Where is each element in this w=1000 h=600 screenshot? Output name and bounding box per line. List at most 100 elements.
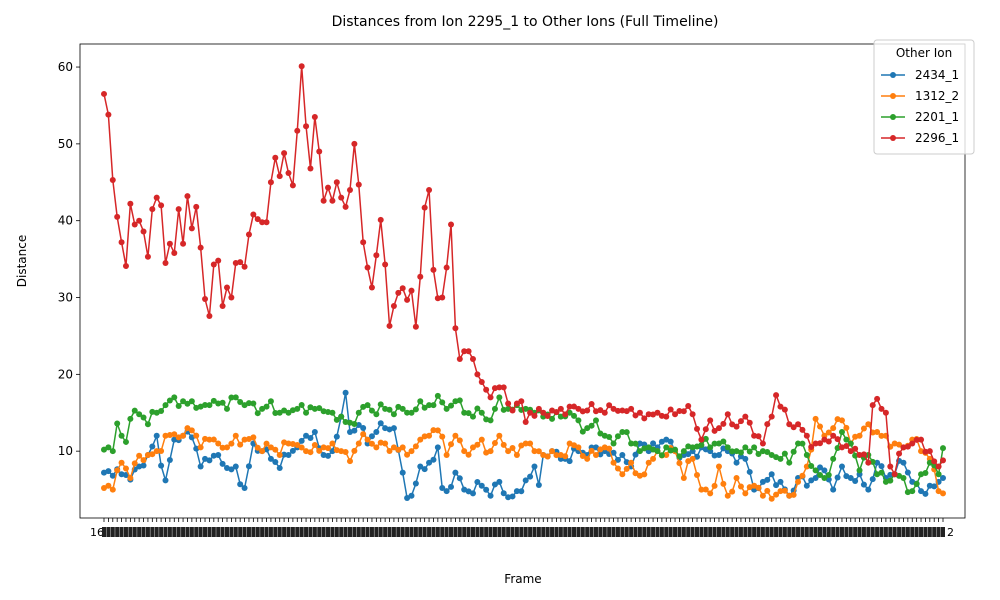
x-tick-labels: 16 2 bbox=[90, 526, 954, 539]
data-point bbox=[900, 475, 907, 482]
data-point bbox=[759, 492, 766, 499]
x-tick-label bbox=[782, 527, 787, 537]
data-point bbox=[215, 440, 222, 447]
data-point bbox=[940, 457, 946, 464]
data-point bbox=[491, 405, 498, 412]
x-tick-label bbox=[519, 527, 524, 537]
data-point bbox=[382, 440, 389, 447]
data-point bbox=[469, 490, 476, 497]
x-tick-label bbox=[189, 527, 194, 537]
x-tick-label bbox=[550, 527, 555, 537]
x-tick-label bbox=[576, 527, 581, 537]
data-point bbox=[263, 219, 270, 226]
data-point bbox=[843, 442, 850, 449]
data-point bbox=[382, 261, 389, 268]
data-point bbox=[180, 432, 187, 439]
data-point bbox=[294, 405, 301, 412]
x-tick-label bbox=[449, 527, 454, 537]
x-tick-label bbox=[800, 527, 805, 537]
legend-label: 2434_1 bbox=[915, 68, 959, 82]
x-tick-label bbox=[440, 527, 445, 537]
data-point bbox=[158, 408, 165, 415]
data-point bbox=[505, 400, 512, 407]
data-point bbox=[474, 405, 481, 412]
data-point bbox=[232, 394, 239, 401]
data-point bbox=[285, 170, 292, 177]
data-point bbox=[623, 429, 630, 436]
data-point bbox=[364, 402, 371, 409]
x-tick-label bbox=[585, 527, 590, 537]
data-point bbox=[566, 403, 573, 410]
x-tick-label bbox=[347, 527, 352, 537]
data-point bbox=[448, 441, 455, 448]
x-tick-label bbox=[690, 527, 695, 537]
data-point bbox=[865, 486, 872, 493]
series-1312_2 bbox=[101, 415, 946, 502]
data-point bbox=[522, 418, 529, 425]
data-point bbox=[122, 438, 129, 445]
data-point bbox=[940, 490, 946, 497]
data-point bbox=[456, 475, 463, 482]
data-point bbox=[303, 123, 310, 130]
x-tick-label bbox=[642, 527, 647, 537]
data-point bbox=[918, 436, 925, 443]
x-tick-label bbox=[536, 527, 541, 537]
data-point bbox=[781, 406, 788, 413]
x-tick-label bbox=[374, 527, 379, 537]
data-point bbox=[737, 449, 744, 456]
data-point bbox=[188, 225, 195, 232]
data-point bbox=[874, 428, 881, 435]
y-axis-label: Distance bbox=[15, 235, 29, 287]
data-point bbox=[531, 412, 538, 419]
data-point bbox=[342, 448, 349, 455]
data-point bbox=[737, 418, 744, 425]
legend-marker bbox=[890, 114, 896, 120]
data-point bbox=[267, 444, 274, 451]
data-point bbox=[707, 444, 714, 451]
data-point bbox=[206, 457, 213, 464]
data-point bbox=[650, 455, 657, 462]
data-point bbox=[887, 477, 894, 484]
data-point bbox=[777, 488, 784, 495]
data-point bbox=[140, 228, 147, 235]
data-point bbox=[377, 216, 384, 223]
x-tick-label bbox=[163, 527, 168, 537]
data-point bbox=[105, 468, 112, 475]
data-point bbox=[654, 448, 661, 455]
x-tick-label bbox=[769, 527, 774, 537]
x-tick-label bbox=[321, 527, 326, 537]
data-point bbox=[162, 259, 169, 266]
data-point bbox=[825, 438, 832, 445]
data-point bbox=[817, 440, 824, 447]
data-point bbox=[232, 432, 239, 439]
data-point bbox=[658, 412, 665, 419]
data-point bbox=[720, 480, 727, 487]
data-point bbox=[610, 459, 617, 466]
data-point bbox=[228, 294, 235, 301]
data-point bbox=[166, 397, 173, 404]
data-point bbox=[131, 407, 138, 414]
data-point bbox=[733, 459, 740, 466]
data-point bbox=[465, 451, 472, 458]
x-tick-label bbox=[883, 527, 888, 537]
x-tick-label bbox=[176, 527, 181, 537]
x-tick-label bbox=[914, 527, 919, 537]
data-point bbox=[913, 480, 920, 487]
data-point bbox=[439, 399, 446, 406]
data-point bbox=[856, 452, 863, 458]
data-point bbox=[158, 462, 165, 469]
data-point bbox=[404, 296, 411, 303]
data-point bbox=[298, 444, 305, 451]
data-point bbox=[267, 455, 274, 462]
x-tick-label bbox=[216, 527, 221, 537]
data-point bbox=[131, 221, 138, 228]
data-point bbox=[118, 459, 125, 466]
x-tick-label bbox=[273, 527, 278, 537]
data-point bbox=[786, 421, 793, 428]
data-point bbox=[355, 181, 362, 188]
data-point bbox=[364, 436, 371, 443]
data-point bbox=[215, 452, 222, 458]
data-point bbox=[509, 445, 516, 452]
data-point bbox=[412, 443, 419, 450]
data-point bbox=[399, 285, 406, 292]
